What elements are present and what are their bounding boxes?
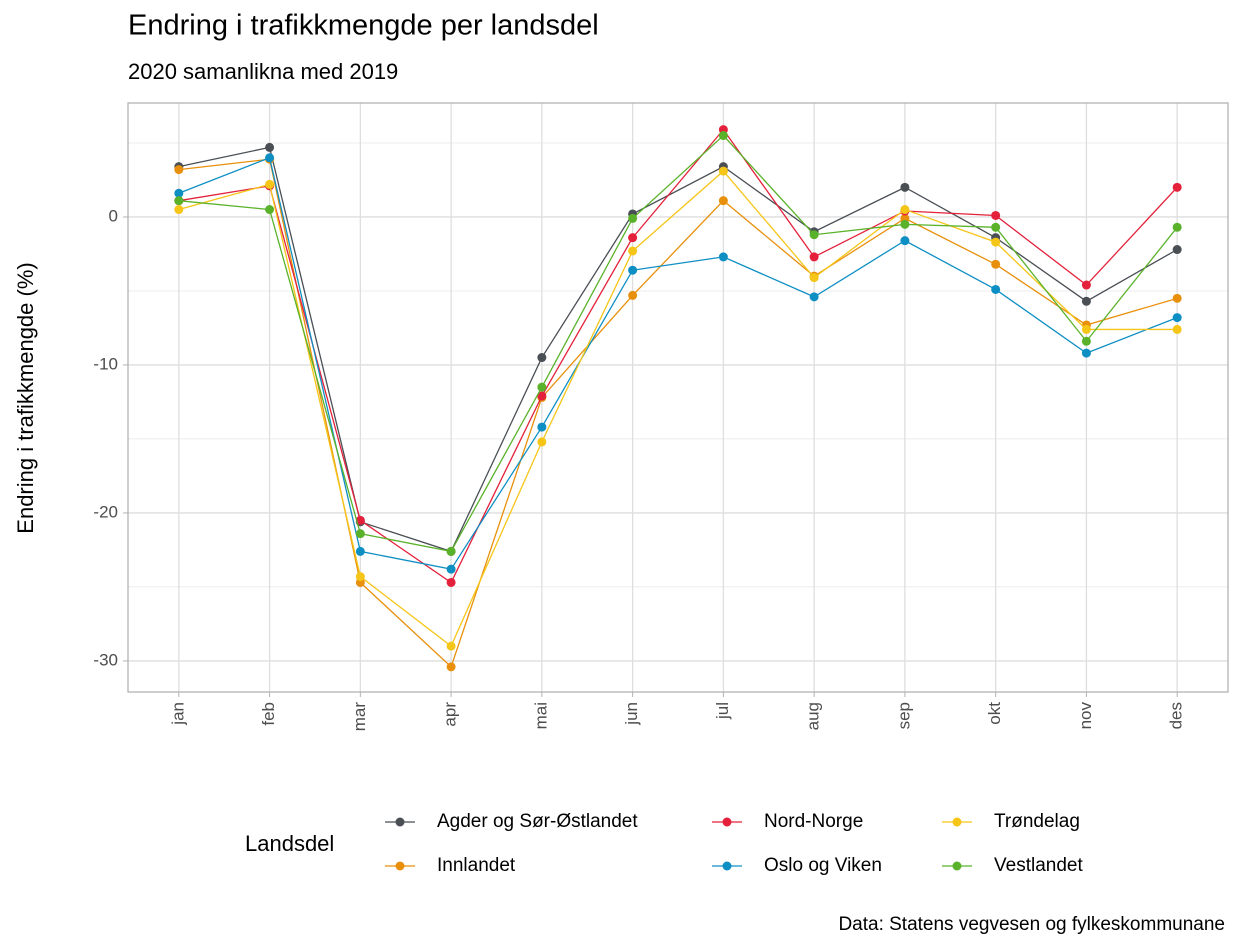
legend-label: Trøndelag [994,811,1080,832]
point [991,284,1001,294]
point [1172,222,1182,232]
point [174,196,184,206]
point [355,572,365,582]
point [1172,293,1182,303]
x-tick-label: jul [713,702,732,720]
legend-label: Vestlandet [994,855,1083,876]
point [718,196,728,206]
point [628,290,638,300]
point [718,166,728,176]
point [1172,182,1182,192]
point [718,131,728,141]
x-tick-label: des [1167,702,1186,729]
series-line [178,170,1178,648]
point [355,529,365,539]
point [537,353,547,363]
x-tick-label: jan [168,702,187,726]
point [174,165,184,175]
legend-key-point [722,817,732,827]
point [446,641,456,651]
point [446,546,456,556]
x-tick-label: apr [441,702,460,727]
point [809,273,819,283]
point [628,246,638,256]
y-tick-label: -20 [93,502,118,521]
point [718,252,728,262]
x-tick-label: mar [350,702,369,732]
point [628,265,638,275]
panel-border [127,102,1229,693]
point [355,546,365,556]
point [1081,336,1091,346]
series-line [178,134,1178,553]
point [900,205,910,215]
point [628,213,638,223]
chart-title: Endring i trafikkmengde per landsdel [128,10,599,42]
y-axis-label: Endring i trafikkmengde (%) [13,262,38,533]
x-tick-label: mai [531,702,550,729]
point [265,142,275,152]
point [1081,348,1091,358]
series-line [178,156,1178,570]
legend-key-point [395,817,405,827]
x-tick-label: feb [259,702,278,726]
point [355,515,365,525]
x-tick-label: aug [804,702,823,730]
legend-label: Agder og Sør-Østlandet [437,811,638,832]
point [537,382,547,392]
legend-key-point [952,817,962,827]
point [809,292,819,302]
point [1081,296,1091,306]
point [1081,280,1091,290]
point [900,236,910,246]
series-line [178,128,1178,584]
y-tick-label: 0 [109,206,118,225]
legend-label: Oslo og Viken [764,855,882,876]
legend-key-point [952,861,962,871]
legend-key-point [722,861,732,871]
point [537,437,547,447]
point [174,205,184,215]
legend-label: Innlandet [437,855,516,876]
chart-subtitle: 2020 samanlikna med 2019 [128,59,398,84]
point [537,391,547,401]
caption: Data: Statens vegvesen og fylkeskommunan… [838,914,1225,935]
legend-title: Landsdel [245,831,334,856]
y-tick-label: -10 [93,354,118,373]
point [809,230,819,240]
point [174,188,184,198]
point [900,219,910,229]
point [991,259,1001,269]
point [265,153,275,163]
point [1172,324,1182,334]
legend-label: Nord-Norge [764,811,863,832]
point [537,422,547,432]
series-line [178,146,1178,553]
point [991,210,1001,220]
point [265,205,275,215]
point [446,662,456,672]
point [900,182,910,192]
point [991,222,1001,232]
point [809,252,819,262]
y-tick-label: -30 [93,650,118,669]
point [265,179,275,189]
x-tick-label: sep [894,702,913,729]
x-tick-label: jun [622,702,641,726]
x-tick-label: nov [1076,702,1095,730]
point [1081,324,1091,334]
point [1172,313,1182,323]
x-tick-label: okt [985,702,1004,725]
legend-key-point [395,861,405,871]
point [991,237,1001,247]
point [628,233,638,243]
point [1172,245,1182,255]
point [446,577,456,587]
point [446,564,456,574]
